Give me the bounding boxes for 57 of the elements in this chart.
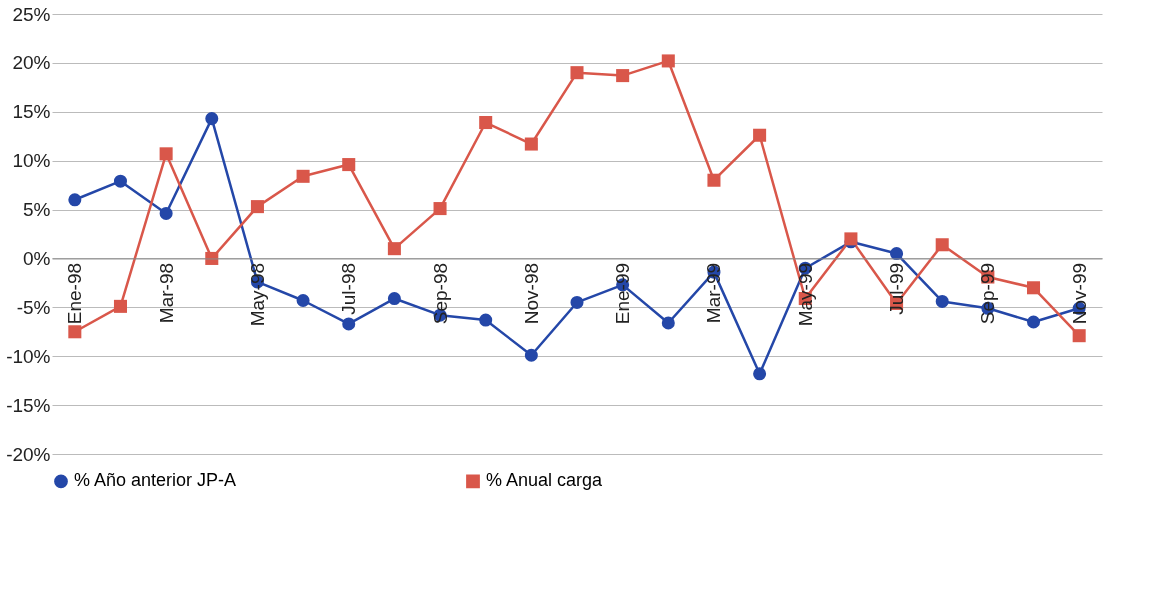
y-tick-label: 0% <box>23 247 51 269</box>
point <box>890 247 904 261</box>
point <box>113 174 127 188</box>
x-tick-label: Jul-98 <box>338 262 360 315</box>
point <box>707 173 721 187</box>
legend-label: % Año anterior JP-A <box>74 470 237 491</box>
point <box>113 299 127 313</box>
point <box>1027 281 1041 295</box>
x-tick-label: Ene-99 <box>612 262 634 325</box>
point <box>342 317 356 331</box>
point <box>935 238 949 252</box>
point <box>661 54 675 68</box>
point <box>479 313 493 327</box>
point <box>296 293 310 307</box>
x-tick-label: May-99 <box>794 262 816 327</box>
point <box>753 128 767 142</box>
point <box>68 325 82 339</box>
point <box>570 295 584 309</box>
point <box>524 137 538 151</box>
point <box>753 367 767 381</box>
point <box>159 147 173 161</box>
y-tick-label: -5% <box>16 296 51 318</box>
point <box>616 69 630 83</box>
point <box>387 292 401 306</box>
point <box>433 202 447 216</box>
point <box>479 116 493 130</box>
y-tick-label: -20% <box>6 443 51 465</box>
y-tick-label: 10% <box>12 150 51 172</box>
point <box>68 193 82 207</box>
x-tick-label: Jul-99 <box>886 262 908 315</box>
point <box>387 242 401 256</box>
y-tick-label: 5% <box>23 199 51 221</box>
point <box>524 348 538 362</box>
x-tick-label: Nov-98 <box>520 262 542 325</box>
point <box>1027 315 1041 329</box>
point <box>342 158 356 172</box>
x-tick-label: Nov-99 <box>1068 262 1090 325</box>
x-tick-label: Sep-99 <box>977 262 999 325</box>
point <box>570 66 584 80</box>
point <box>661 316 675 330</box>
point <box>935 294 949 308</box>
y-tick-label: -15% <box>6 394 51 416</box>
y-tick-label: 25% <box>12 3 51 25</box>
y-tick-label: -10% <box>6 345 51 367</box>
x-tick-label: Ene-98 <box>64 262 86 325</box>
point <box>296 169 310 183</box>
point <box>159 206 173 220</box>
x-tick-label: May-98 <box>246 262 268 327</box>
x-tick-label: Mar-98 <box>155 262 177 324</box>
x-tick-label: Mar-99 <box>703 262 725 324</box>
y-tick-label: 20% <box>12 52 51 74</box>
x-tick-label: Sep-98 <box>429 262 451 325</box>
point <box>205 112 219 126</box>
legend-label: % Anual carga <box>486 470 604 491</box>
point <box>1072 329 1086 343</box>
y-tick-label: 15% <box>12 101 51 123</box>
point <box>250 200 264 214</box>
